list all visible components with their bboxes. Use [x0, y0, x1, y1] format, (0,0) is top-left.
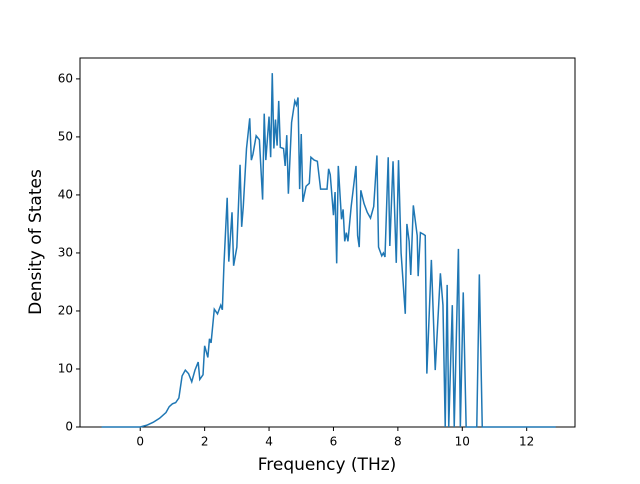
y-axis-label: Density of States	[26, 169, 46, 315]
x-tick-label: 6	[330, 435, 338, 449]
y-tick-label: 50	[58, 129, 73, 143]
line-series	[101, 73, 556, 428]
x-axis-label: Frequency (THz)	[258, 455, 397, 475]
x-tick-label: 8	[394, 435, 402, 449]
x-tick-label: 2	[201, 435, 209, 449]
y-tick-label: 0	[65, 420, 73, 434]
x-tick-label: 12	[519, 435, 534, 449]
x-tick-label: 4	[265, 435, 273, 449]
y-tick-label: 60	[58, 71, 73, 85]
x-tick-label: 0	[136, 435, 144, 449]
y-tick-label: 20	[58, 303, 73, 317]
y-tick-label: 40	[58, 187, 73, 201]
axes-frame	[79, 57, 576, 428]
y-tick-label: 10	[58, 361, 73, 375]
x-tick-label: 10	[455, 435, 470, 449]
y-tick-label: 30	[58, 245, 73, 259]
